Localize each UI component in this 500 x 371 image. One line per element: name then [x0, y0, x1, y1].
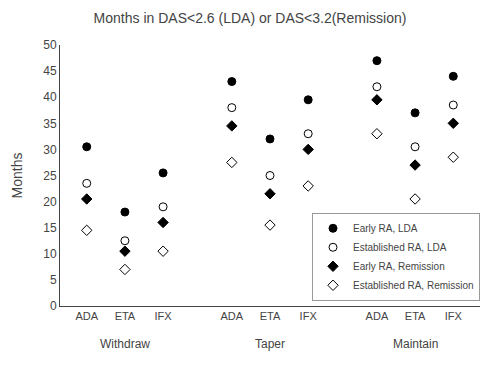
svg-text:20: 20 [43, 195, 57, 209]
svg-text:30: 30 [43, 143, 57, 157]
svg-text:0: 0 [50, 299, 57, 313]
svg-text:15: 15 [43, 221, 57, 235]
svg-text:ETA: ETA [405, 310, 426, 322]
svg-text:Early RA, LDA: Early RA, LDA [353, 223, 418, 234]
svg-text:ADA: ADA [221, 310, 244, 322]
svg-text:Maintain: Maintain [393, 337, 438, 351]
svg-text:Established RA, LDA: Established RA, LDA [353, 242, 447, 253]
svg-text:IFX: IFX [155, 310, 173, 322]
svg-text:ETA: ETA [260, 310, 281, 322]
svg-text:40: 40 [43, 90, 57, 104]
svg-text:45: 45 [43, 64, 57, 78]
svg-text:ADA: ADA [366, 310, 389, 322]
svg-text:ETA: ETA [115, 310, 136, 322]
svg-text:10: 10 [43, 247, 57, 261]
svg-text:IFX: IFX [300, 310, 318, 322]
svg-text:ADA: ADA [75, 310, 98, 322]
svg-text:Taper: Taper [255, 337, 285, 351]
svg-text:Established RA, Remission: Established RA, Remission [353, 280, 474, 291]
svg-text:Withdraw: Withdraw [100, 337, 150, 351]
svg-text:Months in DAS<2.6 (LDA) or DAS: Months in DAS<2.6 (LDA) or DAS<3.2(Remis… [94, 10, 407, 26]
svg-text:Months: Months [9, 153, 25, 199]
svg-text:50: 50 [43, 38, 57, 52]
svg-text:IFX: IFX [445, 310, 463, 322]
svg-text:35: 35 [43, 117, 57, 131]
svg-text:5: 5 [50, 273, 57, 287]
svg-text:25: 25 [43, 169, 57, 183]
svg-text:Early RA, Remission: Early RA, Remission [353, 261, 445, 272]
